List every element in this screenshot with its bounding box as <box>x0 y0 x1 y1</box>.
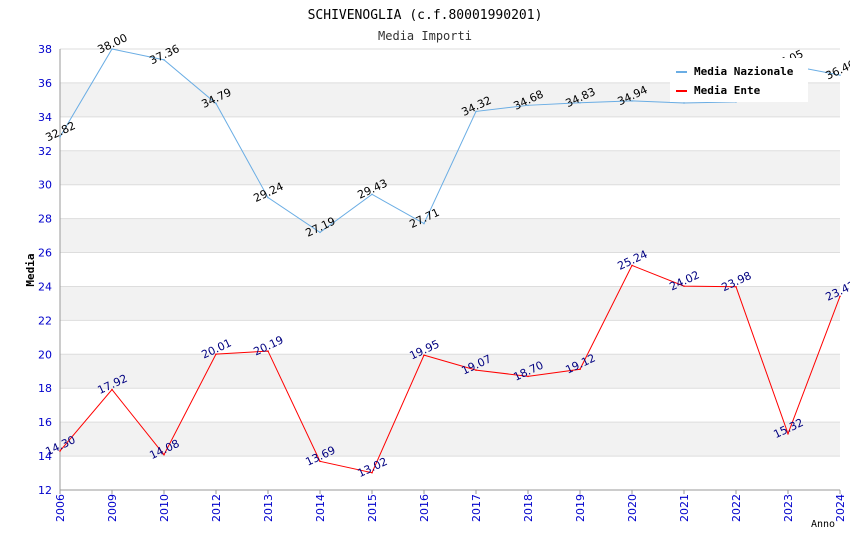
legend-box <box>670 58 808 102</box>
legend-label-media-nazionale: Media Nazionale <box>694 65 794 78</box>
legend-label-media-ente: Media Ente <box>694 84 761 97</box>
chart-title: SCHIVENOGLIA (c.f.80001990201) <box>308 8 543 23</box>
x-tick-label: 2024 <box>834 494 847 522</box>
x-tick-label: 2019 <box>574 494 587 522</box>
x-tick-label: 2023 <box>782 494 795 522</box>
data-point-media-ente <box>527 375 529 378</box>
x-tick-label: 2014 <box>314 494 327 522</box>
data-point-media-nazionale <box>215 102 217 105</box>
data-point-media-nazionale <box>423 222 425 225</box>
data-point-media-ente <box>423 354 425 356</box>
data-point-media-nazionale <box>163 59 165 61</box>
band <box>60 218 840 253</box>
band <box>60 422 840 457</box>
data-label-media-nazionale: 36.46 <box>823 57 850 82</box>
x-tick-label: 2021 <box>678 494 691 522</box>
data-point-media-ente <box>735 286 737 288</box>
x-axis-label: Anno <box>811 519 835 530</box>
x-tick-label: 2013 <box>262 494 275 522</box>
x-tick-label: 2009 <box>106 494 119 522</box>
x-tick-label: 2022 <box>730 494 743 522</box>
data-point-media-ente <box>631 264 633 267</box>
background-bands <box>60 82 840 457</box>
data-point-media-ente <box>579 368 581 371</box>
x-tick-label: 2020 <box>626 494 639 522</box>
x-axis-ticks: 2006 2009 2010 2012 2013 2014 2015 2016 2017 2018… <box>54 490 847 522</box>
band <box>60 286 840 321</box>
y-tick-label: 12 <box>38 484 52 497</box>
data-label-media-nazionale: 37.36 <box>147 42 181 67</box>
y-tick-label: 14 <box>38 450 52 463</box>
chart-subtitle: Media Importi <box>378 29 472 43</box>
data-point-media-nazionale <box>371 193 373 196</box>
y-tick-label: 38 <box>38 43 52 56</box>
data-point-media-ente <box>267 350 269 352</box>
y-tick-label: 30 <box>38 179 52 192</box>
y-tick-label: 34 <box>38 111 52 124</box>
x-tick-label: 2018 <box>522 494 535 522</box>
data-point-media-ente <box>59 450 61 452</box>
y-axis-ticks: 12 14 16 18 20 22 24 26 28 30 32 34 36 38 <box>38 43 52 497</box>
data-point-media-nazionale <box>59 136 61 138</box>
data-point-media-nazionale <box>319 231 321 234</box>
data-point-media-ente <box>839 295 841 298</box>
x-tick-label: 2012 <box>210 494 223 522</box>
y-tick-label: 26 <box>38 247 52 260</box>
y-tick-label: 36 <box>38 77 52 90</box>
data-point-media-nazionale <box>475 110 477 113</box>
data-label-media-ente: 13.02 <box>355 455 389 480</box>
data-point-media-nazionale <box>267 196 269 199</box>
band <box>60 354 840 389</box>
series-line-media-nazionale <box>59 48 841 233</box>
data-point-media-ente <box>371 471 373 474</box>
data-label-media-ente: 23.42 <box>823 279 850 304</box>
series-line-media-ente <box>59 264 841 474</box>
legend: Media Nazionale Media Ente <box>670 58 808 102</box>
data-point-media-ente <box>215 353 217 355</box>
data-point-media-nazionale <box>527 104 529 107</box>
y-tick-label: 22 <box>38 314 52 327</box>
x-tick-label: 2006 <box>54 494 67 522</box>
series-lines <box>59 48 841 474</box>
data-point-media-nazionale <box>631 100 633 102</box>
data-point-media-ente <box>683 285 685 287</box>
data-point-media-nazionale <box>111 48 113 50</box>
x-tick-label: 2016 <box>418 494 431 522</box>
x-tick-label: 2017 <box>470 494 483 522</box>
data-point-media-ente <box>787 432 789 435</box>
y-tick-label: 28 <box>38 213 52 226</box>
data-point-media-ente <box>475 369 477 371</box>
y-tick-label: 24 <box>38 280 52 293</box>
x-tick-label: 2010 <box>158 494 171 522</box>
data-point-media-ente <box>111 388 113 391</box>
data-point-media-nazionale <box>683 102 685 104</box>
y-axis-label: Media <box>24 253 37 286</box>
x-tick-label: 2015 <box>366 494 379 522</box>
y-tick-label: 16 <box>38 416 52 429</box>
y-tick-label: 32 <box>38 145 52 158</box>
data-point-media-ente <box>163 453 165 456</box>
data-point-media-nazionale <box>839 74 841 76</box>
data-label-media-nazionale: 38.00 <box>95 31 129 56</box>
axes <box>59 49 840 491</box>
data-point-media-nazionale <box>579 101 581 104</box>
y-tick-label: 18 <box>38 382 52 395</box>
data-point-media-ente <box>319 460 321 463</box>
y-tick-label: 20 <box>38 348 52 361</box>
